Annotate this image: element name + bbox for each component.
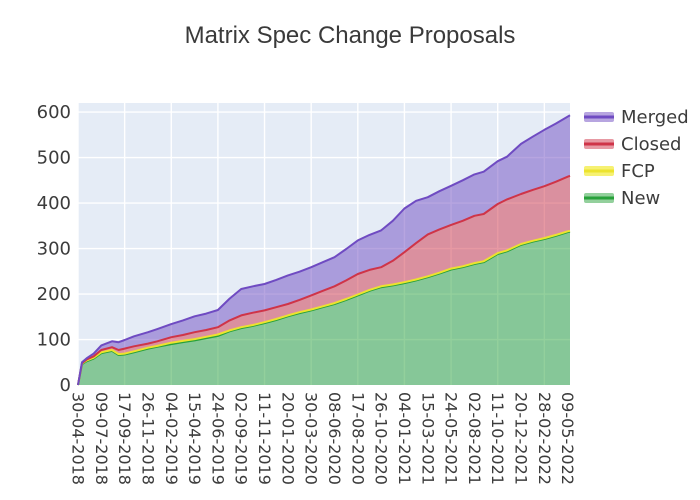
y-tick-label: 600 [37, 102, 71, 123]
legend-item-fcp[interactable]: FCP [584, 161, 655, 182]
x-tick-label: 30-03-2020 [302, 392, 321, 485]
x-tick-label: 17-08-2020 [348, 392, 367, 485]
x-tick-label: 24-06-2019 [208, 392, 227, 485]
x-tick-label: 24-05-2021 [442, 392, 461, 485]
line-merged [77, 114, 571, 386]
x-tick-label: 20-12-2021 [512, 392, 531, 485]
legend-label-fcp: FCP [621, 161, 655, 182]
legend-label-merged: Merged [621, 107, 689, 128]
line-fcp [77, 229, 571, 386]
x-tick-label: 11-11-2019 [255, 392, 274, 485]
x-tick-label: 09-07-2018 [92, 392, 111, 485]
x-tick-label: 26-11-2018 [138, 392, 157, 485]
y-tick-label: 0 [60, 375, 71, 396]
area-merged [78, 115, 570, 386]
legend-item-new[interactable]: New [584, 188, 660, 209]
x-tick-label: 15-04-2019 [185, 392, 204, 485]
x-tick-label: 09-05-2022 [558, 392, 577, 485]
x-tick-label: 26-10-2020 [372, 392, 391, 485]
y-tick-label: 300 [37, 239, 71, 260]
legend-label-new: New [621, 188, 660, 209]
x-tick-label: 04-01-2021 [395, 392, 414, 485]
x-tick-label: 11-10-2021 [488, 392, 507, 485]
legend: Merged Closed FCP New [584, 107, 689, 209]
y-tick-label: 100 [37, 330, 71, 351]
chart-title: Matrix Spec Change Proposals [185, 22, 516, 49]
x-tick-label: 28-02-2022 [535, 392, 554, 485]
y-tick-label: 200 [37, 284, 71, 305]
legend-item-merged[interactable]: Merged [584, 107, 689, 128]
x-tick-label: 02-09-2019 [232, 392, 251, 485]
x-tick-labels: 30-04-2018 09-07-2018 17-09-2018 26-11-2018… [69, 392, 578, 485]
y-tick-labels: 0 100 200 300 400 500 600 [37, 102, 71, 396]
x-tick-label: 17-09-2018 [115, 392, 134, 485]
area-new [78, 231, 570, 385]
y-tick-label: 400 [37, 193, 71, 214]
y-tick-label: 500 [37, 148, 71, 169]
x-tick-label: 02-08-2021 [465, 392, 484, 485]
legend-item-closed[interactable]: Closed [584, 134, 681, 155]
x-tick-label: 20-01-2020 [278, 392, 297, 485]
x-tick-label: 04-02-2019 [162, 392, 181, 485]
x-tick-label: 15-03-2021 [418, 392, 437, 485]
x-tick-label: 30-04-2018 [69, 392, 88, 485]
area-closed [78, 175, 570, 385]
legend-label-closed: Closed [621, 134, 681, 155]
line-closed [77, 174, 571, 386]
plot-area [77, 103, 571, 386]
x-tick-label: 08-06-2020 [325, 392, 344, 485]
